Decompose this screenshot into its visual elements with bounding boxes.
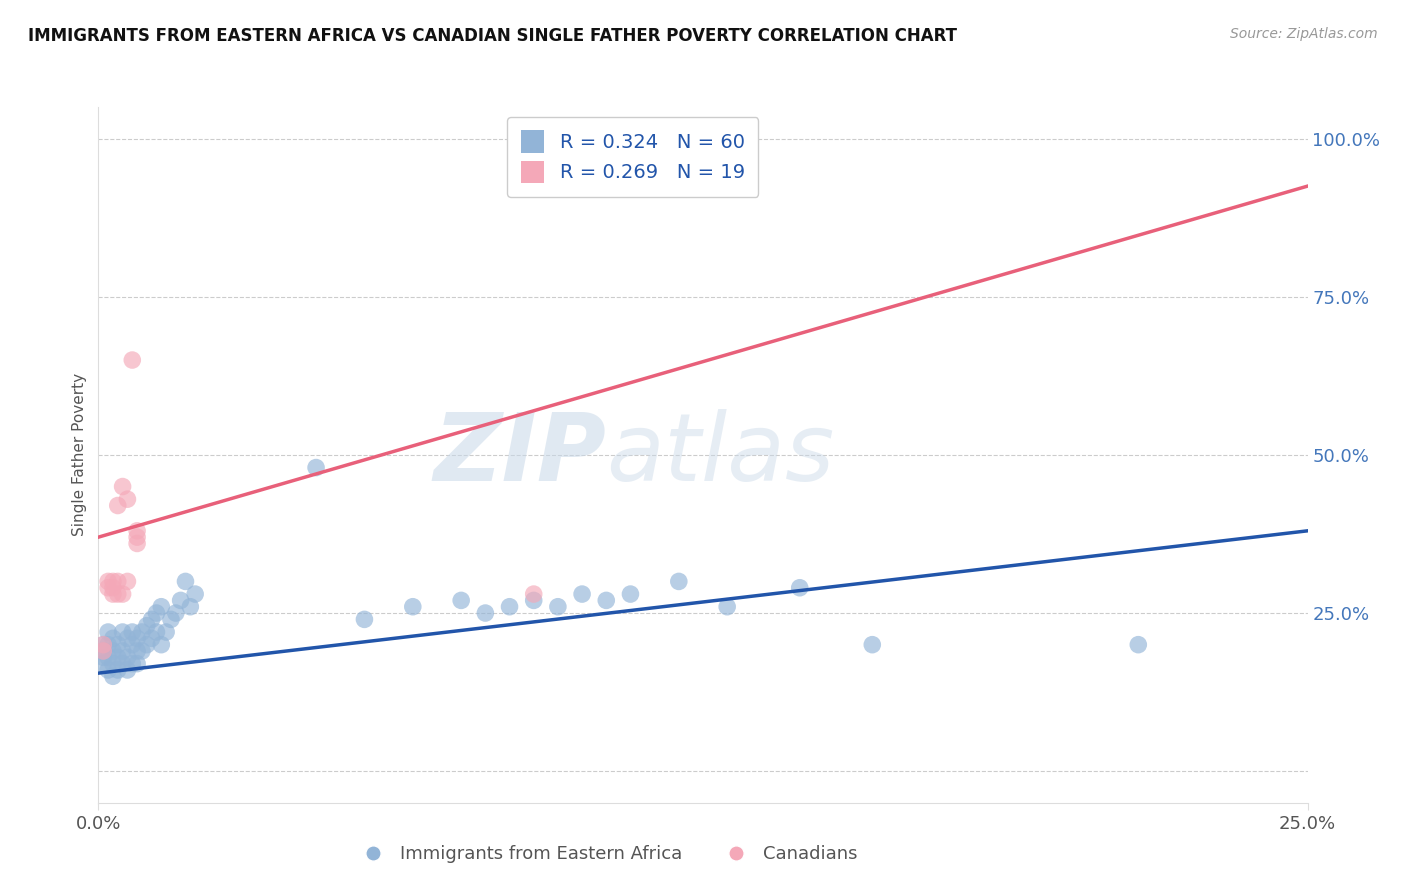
Point <box>91 650 114 665</box>
Point <box>595 593 617 607</box>
Point <box>619 587 641 601</box>
Point <box>179 599 201 614</box>
Point <box>111 587 134 601</box>
Point <box>498 599 520 614</box>
Point <box>101 574 124 589</box>
Point <box>91 644 114 658</box>
Point <box>353 612 375 626</box>
Point <box>127 530 149 544</box>
Point <box>101 669 124 683</box>
Point <box>121 638 143 652</box>
Point <box>716 599 738 614</box>
Text: atlas: atlas <box>606 409 835 500</box>
Point <box>107 638 129 652</box>
Text: Source: ZipAtlas.com: Source: ZipAtlas.com <box>1230 27 1378 41</box>
Point <box>571 587 593 601</box>
Point <box>127 632 149 646</box>
Point <box>117 632 139 646</box>
Point <box>121 625 143 640</box>
Point <box>97 650 120 665</box>
Point <box>131 625 153 640</box>
Point <box>127 644 149 658</box>
Point <box>97 625 120 640</box>
Point <box>91 638 114 652</box>
Point <box>141 612 163 626</box>
Point <box>135 638 157 652</box>
Point <box>668 574 690 589</box>
Point <box>91 657 114 671</box>
Point <box>91 644 114 658</box>
Point <box>860 638 883 652</box>
Point <box>121 657 143 671</box>
Y-axis label: Single Father Poverty: Single Father Poverty <box>72 374 87 536</box>
Point <box>107 574 129 589</box>
Point <box>150 638 173 652</box>
Point <box>101 581 124 595</box>
Point <box>97 581 120 595</box>
Point <box>101 587 124 601</box>
Point <box>789 581 811 595</box>
Point <box>135 618 157 632</box>
Point <box>165 606 187 620</box>
Point <box>547 599 569 614</box>
Point <box>91 638 114 652</box>
Point <box>107 650 129 665</box>
Point <box>150 599 173 614</box>
Point <box>145 625 167 640</box>
Point <box>111 657 134 671</box>
Point <box>117 650 139 665</box>
Point <box>155 625 177 640</box>
Point <box>1128 638 1150 652</box>
Point <box>184 587 207 601</box>
Point <box>523 593 546 607</box>
Point <box>145 606 167 620</box>
Point <box>174 574 197 589</box>
Point <box>101 632 124 646</box>
Point <box>101 644 124 658</box>
Point <box>121 353 143 368</box>
Point <box>117 492 139 507</box>
Point <box>111 625 134 640</box>
Point <box>97 574 120 589</box>
Point <box>450 593 472 607</box>
Point <box>117 663 139 677</box>
Point <box>127 524 149 538</box>
Point <box>160 612 183 626</box>
Point <box>523 587 546 601</box>
Text: IMMIGRANTS FROM EASTERN AFRICA VS CANADIAN SINGLE FATHER POVERTY CORRELATION CHA: IMMIGRANTS FROM EASTERN AFRICA VS CANADI… <box>28 27 957 45</box>
Point <box>111 479 134 493</box>
Text: ZIP: ZIP <box>433 409 606 501</box>
Point <box>402 599 425 614</box>
Point <box>141 632 163 646</box>
Point <box>97 638 120 652</box>
Point <box>111 644 134 658</box>
Point <box>107 587 129 601</box>
Point <box>101 657 124 671</box>
Point <box>107 499 129 513</box>
Point <box>305 460 328 475</box>
Point <box>131 644 153 658</box>
Point <box>127 657 149 671</box>
Legend: Immigrants from Eastern Africa, Canadians: Immigrants from Eastern Africa, Canadian… <box>347 838 865 871</box>
Point <box>127 536 149 550</box>
Point <box>169 593 191 607</box>
Point <box>117 574 139 589</box>
Point <box>474 606 496 620</box>
Point <box>97 663 120 677</box>
Point <box>107 663 129 677</box>
